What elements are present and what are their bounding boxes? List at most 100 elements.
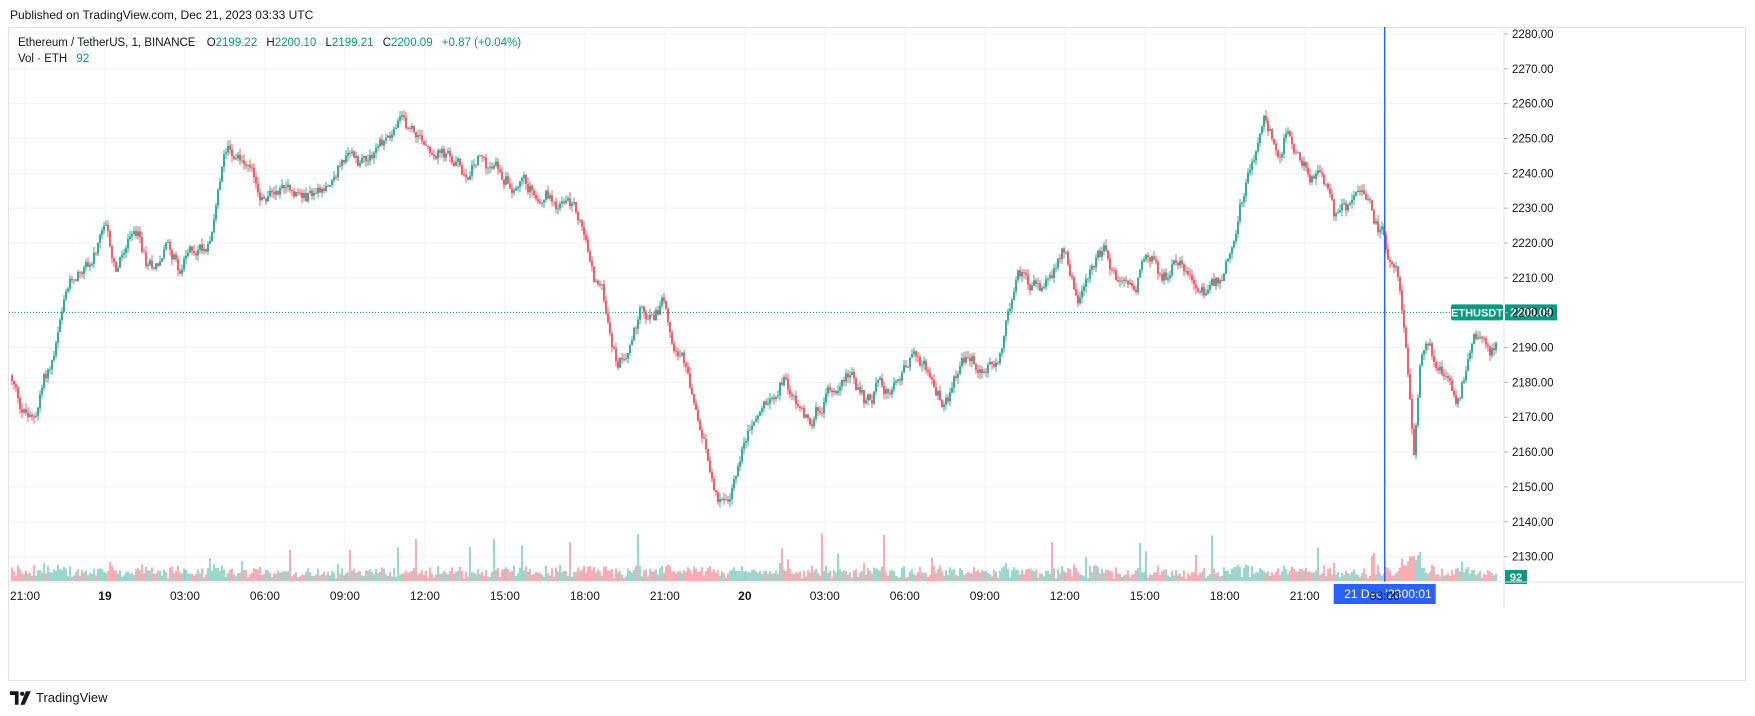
volume-bar: [1373, 553, 1375, 581]
candle-body: [1463, 380, 1465, 383]
volume-bar: [1339, 577, 1341, 581]
volume-bar: [1075, 567, 1077, 581]
candle-body: [501, 172, 503, 180]
volume-bar: [351, 570, 353, 581]
candle-body: [83, 267, 85, 275]
candle-body: [785, 377, 787, 379]
volume-bar: [867, 567, 869, 581]
volume-bar: [1271, 572, 1273, 581]
candle-body: [1357, 190, 1359, 193]
candle-body: [1307, 167, 1309, 175]
volume-bar: [1107, 569, 1109, 581]
candle-body: [359, 162, 361, 166]
candle-body: [633, 327, 635, 341]
volume-bar: [315, 574, 317, 581]
candle-body: [1173, 260, 1175, 265]
candle-body: [87, 262, 89, 267]
volume-bar: [777, 573, 779, 581]
x-tick-label: 06:00: [890, 589, 920, 603]
volume-bar: [947, 574, 949, 581]
candle-body: [559, 203, 561, 209]
candle-body: [485, 157, 487, 169]
legend-symbol[interactable]: Ethereum / TetherUS, 1, BINANCE: [18, 37, 196, 49]
footer-logo-text[interactable]: TradingView: [36, 690, 108, 705]
candle-body: [863, 390, 865, 404]
volume-bar: [1005, 562, 1007, 581]
volume-bar: [1121, 576, 1123, 581]
candle-body: [1215, 277, 1217, 286]
candle-body: [519, 181, 521, 187]
candle-body: [999, 353, 1001, 364]
candle-body: [1377, 221, 1379, 233]
candle-body: [113, 258, 115, 262]
candle-body: [859, 387, 861, 393]
candle-body: [1169, 275, 1171, 278]
candle-body: [983, 371, 985, 374]
candle-body: [1157, 261, 1159, 274]
candle-body: [263, 197, 265, 199]
candle-body: [171, 249, 173, 260]
candle-body: [325, 186, 327, 192]
volume-bar: [1061, 566, 1063, 581]
volume-bar: [67, 576, 69, 581]
volume-bar: [273, 573, 275, 581]
candle-body: [419, 135, 421, 137]
candle-body: [17, 387, 19, 399]
volume-bar: [715, 572, 717, 581]
candle-body: [769, 399, 771, 404]
candle-body: [1455, 395, 1457, 404]
volume-bar: [335, 578, 337, 581]
volume-bar: [515, 575, 517, 581]
candle-body: [279, 188, 281, 195]
candle-body: [43, 374, 45, 388]
candle-body: [241, 160, 243, 162]
candle-body: [427, 145, 429, 147]
candle-body: [203, 248, 205, 251]
volume-bar: [555, 567, 557, 581]
volume-bar: [393, 568, 395, 581]
candle-body: [393, 128, 395, 135]
volume-bar: [195, 573, 197, 581]
price-axis[interactable]: 2280.002270.002260.002250.002240.002230.…: [1503, 27, 1554, 608]
candle-body: [525, 174, 527, 185]
candle-body: [167, 241, 169, 243]
volume-bar: [377, 573, 379, 581]
candle-body: [23, 409, 25, 413]
candle-body: [595, 280, 597, 282]
volume-bar: [1155, 572, 1157, 581]
candle-body: [209, 241, 211, 244]
volume-bar: [17, 565, 19, 581]
volume-bar: [995, 571, 997, 581]
chart-frame[interactable]: [8, 27, 1746, 681]
candle-body: [67, 288, 69, 292]
candle-body: [1447, 376, 1449, 378]
candle-body: [247, 164, 249, 166]
volume-bar: [1025, 569, 1027, 581]
legend-volume-label[interactable]: Vol · ETH: [18, 53, 68, 65]
candle-body: [895, 380, 897, 383]
candle-body: [331, 180, 333, 186]
volume-bar: [823, 570, 825, 581]
candle-body: [565, 200, 567, 203]
candle-body: [1243, 196, 1245, 203]
volume-bar: [747, 572, 749, 581]
candle-body: [1379, 229, 1381, 233]
candle-body: [1467, 359, 1469, 371]
candle-body: [79, 271, 81, 273]
y-tick-label: 2140.00: [1512, 517, 1554, 529]
volume-bar: [291, 576, 293, 581]
time-axis[interactable]: 21:00 19 03:00 06:00 09:00 12:00 15:00 18:00 21:…: [9, 581, 1746, 603]
candle-body: [1211, 278, 1213, 286]
volume-bar: [919, 566, 921, 581]
volume-bar: [333, 572, 335, 581]
candle-body: [1385, 234, 1387, 250]
candle-body: [391, 134, 393, 138]
candle-body: [853, 372, 855, 379]
candle-body: [1281, 154, 1283, 158]
candle-body: [589, 251, 591, 262]
y-tick-label: 2250.00: [1512, 133, 1554, 145]
volume-bar: [479, 574, 481, 581]
volume-bar: [755, 571, 757, 581]
